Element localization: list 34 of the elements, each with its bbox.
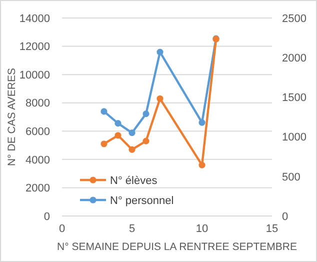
x-tick-label: 15 — [266, 222, 278, 235]
y2-tick-label: 2500 — [282, 12, 306, 25]
point — [114, 120, 122, 127]
y2-tick-label: 500 — [282, 171, 300, 184]
y-tick-label: 2000 — [26, 182, 50, 195]
point — [156, 95, 164, 102]
y-tick-label: 8000 — [26, 98, 50, 110]
point — [100, 140, 108, 148]
y-tick-label: 10000 — [19, 69, 50, 82]
x-axis-title: N° SEMAINE DEPUIS LA RENTREE SEPTEMBRE — [57, 241, 297, 253]
point — [114, 132, 122, 139]
point — [156, 48, 164, 56]
y-tick-label: 12000 — [19, 41, 50, 54]
y-axis-title: N° DE CAS AVERES — [6, 68, 18, 166]
y-tick-label: 0 — [44, 210, 50, 223]
y-tick-label: 14000 — [19, 12, 50, 25]
point — [198, 119, 206, 126]
y2-tick-label: 2000 — [282, 52, 306, 64]
point — [128, 130, 136, 136]
x-tick-label: 0 — [58, 222, 66, 235]
y-tick-label: 6000 — [26, 126, 50, 138]
x-tick-label: 10 — [196, 222, 208, 235]
y2-tick-label: 1000 — [282, 132, 306, 144]
y2-tick-label: 0 — [282, 210, 288, 223]
legend-label: N° élèves — [110, 174, 158, 187]
x-tick-label: 5 — [128, 222, 136, 235]
legend-label: N° personnel — [110, 194, 174, 207]
point — [100, 108, 108, 115]
y-tick-label: 4000 — [26, 154, 50, 166]
point — [142, 138, 150, 144]
y2-tick-label: 1500 — [282, 92, 306, 104]
point — [142, 110, 150, 118]
point — [198, 162, 206, 168]
point — [128, 146, 136, 153]
